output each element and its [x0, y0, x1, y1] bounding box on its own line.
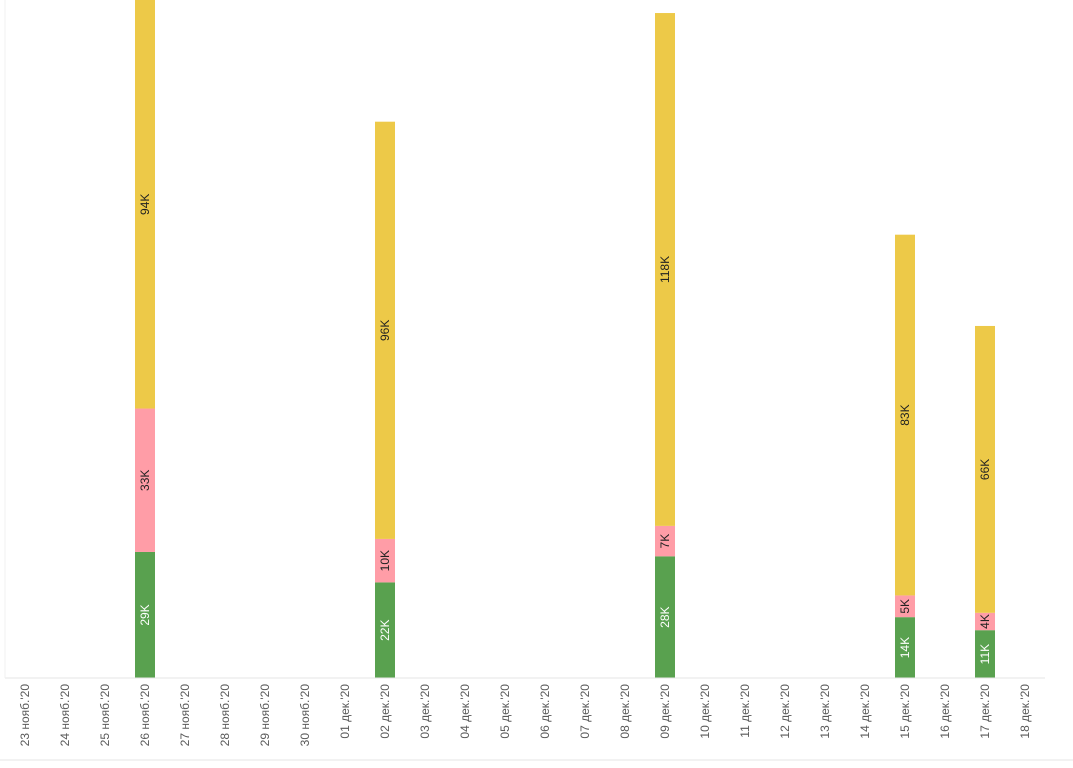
bar-data-label: 28K — [658, 606, 672, 627]
bar-data-label: 33K — [138, 470, 152, 491]
bar-data-label: 96K — [378, 320, 392, 341]
x-tick-label: 04 дек.'20 — [458, 684, 472, 739]
x-tick-label: 05 дек.'20 — [498, 684, 512, 739]
x-tick-label: 15 дек.'20 — [898, 684, 912, 739]
x-tick-label: 12 дек.'20 — [778, 684, 792, 739]
bar-data-label: 22K — [378, 620, 392, 641]
bar-segment[interactable] — [375, 582, 395, 678]
bar-segment[interactable] — [895, 617, 915, 678]
bar-segment[interactable] — [975, 612, 995, 631]
bar-segment[interactable] — [975, 325, 995, 613]
x-tick-label: 27 нояб.'20 — [178, 684, 192, 747]
bar-data-label: 66K — [978, 459, 992, 480]
x-tick-label: 24 нояб.'20 — [58, 684, 72, 747]
x-tick-label: 16 дек.'20 — [938, 684, 952, 739]
x-tick-label: 08 дек.'20 — [618, 684, 632, 739]
bar-segment[interactable] — [895, 234, 915, 596]
x-tick-label: 03 дек.'20 — [418, 684, 432, 739]
x-tick-label: 23 нояб.'20 — [18, 684, 32, 747]
x-tick-label: 02 дек.'20 — [378, 684, 392, 739]
bar-segment[interactable] — [375, 538, 395, 583]
x-tick-label: 10 дек.'20 — [698, 684, 712, 739]
bar-segment[interactable] — [375, 121, 395, 539]
x-tick-label: 28 нояб.'20 — [218, 684, 232, 747]
x-tick-label: 07 дек.'20 — [578, 684, 592, 739]
bar-data-label: 14K — [898, 637, 912, 658]
bar-segment[interactable] — [975, 630, 995, 678]
bar-data-label: 7K — [658, 534, 672, 549]
bar-data-label: 83K — [898, 404, 912, 425]
x-tick-label: 25 нояб.'20 — [98, 684, 112, 747]
x-tick-label: 14 дек.'20 — [858, 684, 872, 739]
bar-data-label: 118K — [658, 256, 672, 283]
x-tick-label: 29 нояб.'20 — [258, 684, 272, 747]
bar-data-label: 4K — [978, 614, 992, 629]
x-tick-labels: 23 нояб.'20 24 нояб.'20 25 нояб.'20 26 нояб… — [18, 684, 1032, 747]
bar-segment[interactable] — [655, 525, 675, 557]
bars-layer: 29K 33K 94K 22K 10K 96K 28K 7K 118K 14K 5K 83K 11K 4K… — [135, 0, 995, 678]
bar-segment[interactable] — [655, 556, 675, 678]
x-tick-label: 13 дек.'20 — [818, 684, 832, 739]
x-tick-label: 06 дек.'20 — [538, 684, 552, 739]
x-tick-label: 26 нояб.'20 — [138, 684, 152, 747]
bar-data-label: 5K — [898, 599, 912, 614]
x-tick-label: 30 нояб.'20 — [298, 684, 312, 747]
bar-segment[interactable] — [895, 595, 915, 618]
x-tick-label: 01 дек.'20 — [338, 684, 352, 739]
bar-data-label: 11K — [978, 644, 992, 664]
bar-segment[interactable] — [655, 13, 675, 526]
x-tick-label: 11 дек.'20 — [738, 684, 752, 738]
bar-segment[interactable] — [135, 0, 155, 409]
bar-data-label: 29K — [138, 604, 152, 625]
x-tick-label: 18 дек.'20 — [1018, 684, 1032, 739]
x-tick-label: 09 дек.'20 — [658, 684, 672, 739]
x-tick-label: 17 дек.'20 — [978, 684, 992, 739]
bar-data-label: 94K — [138, 194, 152, 215]
bar-segment[interactable] — [135, 551, 155, 678]
bar-segment[interactable] — [135, 408, 155, 552]
bar-data-label: 10K — [378, 550, 392, 571]
